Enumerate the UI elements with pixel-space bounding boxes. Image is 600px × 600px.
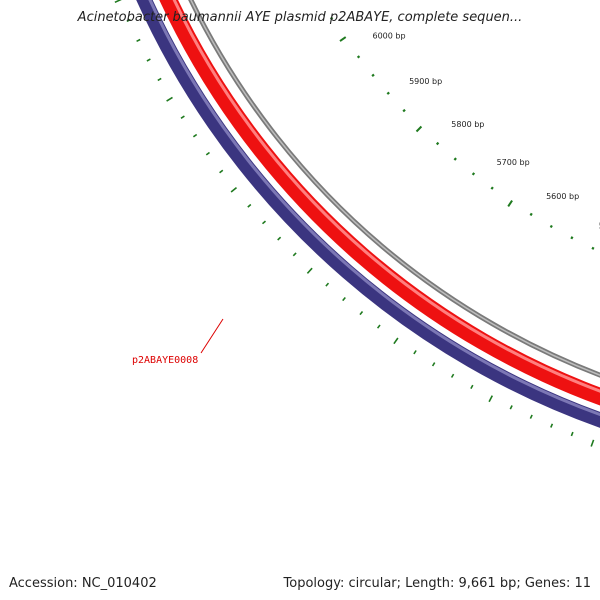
inner-tick [230, 186, 238, 193]
inner-tick [192, 133, 198, 138]
tick-label: 5700 bp [497, 158, 530, 167]
gene-label[interactable]: p2ABAYE0008 [132, 355, 198, 366]
tick-label: 6000 bp [373, 32, 406, 41]
major-tick [339, 36, 347, 42]
accession-text: Accession: NC_010402 [9, 576, 157, 591]
inner-tick [166, 96, 173, 102]
inner-tick [277, 236, 282, 241]
major-tick [507, 200, 513, 207]
minor-tick [529, 212, 533, 217]
inner-tick [219, 169, 224, 174]
inner-tick [570, 431, 574, 437]
inner-tick [470, 384, 474, 389]
inner-tick [509, 405, 513, 410]
inner-tick [376, 324, 381, 329]
map-title: Acinetobacter baumannii AYE plasmid p2AB… [77, 10, 523, 25]
inner-tick [550, 423, 554, 428]
inner-tick [529, 414, 533, 419]
forward-strand-highlight [172, 0, 600, 393]
gene-label-leader-line [200, 318, 224, 354]
tick-label: 5900 bp [409, 77, 442, 86]
minor-tick [490, 186, 494, 190]
minor-tick [471, 172, 476, 176]
minor-tick [402, 108, 406, 113]
inner-tick [413, 350, 417, 355]
inner-tick [325, 282, 330, 287]
inner-tick [261, 220, 267, 225]
minor-tick [356, 55, 361, 59]
inner-tick [590, 439, 595, 447]
tick-label: 5600 bp [546, 192, 579, 201]
minor-tick [371, 73, 375, 77]
inner-tick [431, 362, 436, 367]
forward-strand-gene-track[interactable] [133, 0, 600, 445]
inner-tick [247, 203, 252, 208]
inner-tick [157, 77, 162, 82]
inner-tick [359, 310, 364, 316]
tick-label: 5500 bp [599, 222, 600, 231]
inner-tick [126, 18, 131, 23]
inner-tick [488, 395, 494, 403]
inner-tick [114, 0, 122, 4]
minor-tick [549, 224, 553, 229]
minor-tick [435, 141, 440, 146]
minor-tick [386, 91, 390, 95]
inner-tick [205, 151, 210, 156]
inner-tick [450, 373, 455, 378]
major-tick [415, 125, 423, 133]
inner-tick [306, 267, 313, 274]
reverse-strand-highlight [148, 0, 600, 417]
inner-tick [393, 337, 399, 345]
reverse-strand-gene-track[interactable] [112, 0, 600, 467]
backbone-ring-inner [190, 0, 600, 376]
minor-tick [570, 236, 574, 240]
minor-tick [591, 246, 595, 250]
inner-tick [342, 296, 346, 302]
inner-tick [136, 38, 141, 43]
inner-tick [146, 58, 151, 62]
outer-tick-ring [329, 16, 595, 250]
minor-tick [329, 16, 334, 20]
summary-text: Topology: circular; Length: 9,661 bp; Ge… [283, 576, 591, 591]
inner-tick [180, 115, 185, 119]
minor-tick [453, 157, 457, 161]
inner-tick [292, 252, 297, 257]
tick-label: 5800 bp [451, 120, 484, 129]
inner-tick-ring [114, 0, 595, 447]
